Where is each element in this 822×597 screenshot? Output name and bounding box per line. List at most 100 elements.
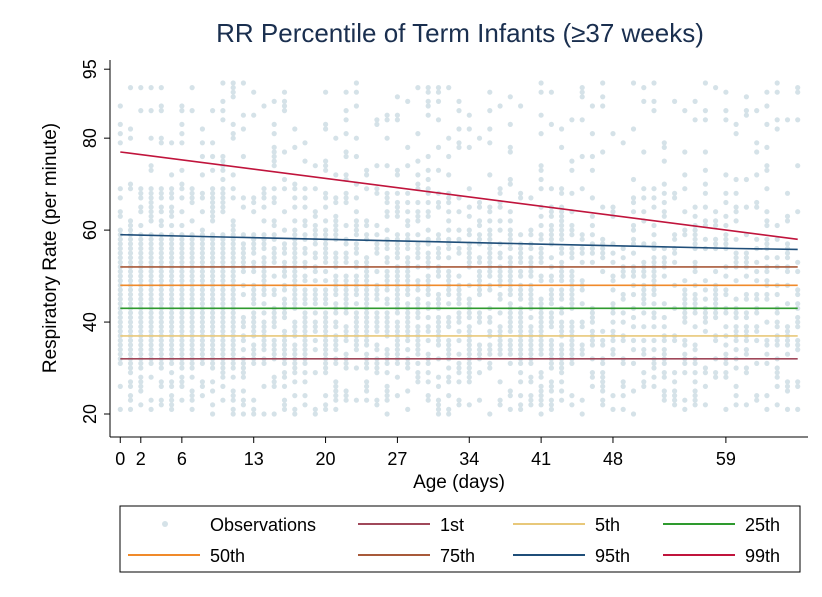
- x-axis-label: Age (days): [413, 472, 505, 493]
- observation-point: [641, 85, 647, 91]
- observation-point: [292, 411, 298, 417]
- observation-point: [323, 351, 329, 357]
- observation-point: [754, 337, 760, 344]
- observation-point: [271, 259, 277, 265]
- observation-point: [179, 374, 185, 380]
- observation-point: [559, 360, 565, 366]
- observation-point: [158, 140, 164, 146]
- observation-point: [271, 319, 277, 325]
- observation-point: [117, 186, 123, 192]
- observation-point: [415, 314, 421, 321]
- observation-point: [456, 287, 462, 293]
- observations-layer: [117, 80, 801, 417]
- observation-point: [384, 268, 390, 275]
- observation-point: [600, 255, 606, 261]
- observation-point: [343, 365, 349, 371]
- observation-point: [292, 250, 298, 256]
- observation-point: [394, 199, 400, 206]
- observation-point: [179, 108, 185, 114]
- observation-point: [620, 255, 626, 261]
- observation-point: [569, 301, 575, 307]
- observation-point: [702, 328, 709, 334]
- observation-point: [210, 347, 216, 353]
- observation-point: [220, 117, 226, 123]
- observation-point: [169, 328, 175, 334]
- observation-point: [323, 370, 329, 376]
- observation-point: [364, 278, 370, 284]
- observation-point: [446, 287, 452, 293]
- observation-point: [210, 153, 216, 160]
- observation-point: [323, 360, 329, 366]
- observation-point: [692, 291, 698, 298]
- observation-point: [476, 310, 483, 316]
- observation-point: [127, 245, 134, 252]
- observation-point: [323, 406, 329, 412]
- observation-point: [733, 314, 739, 321]
- observation-point: [230, 222, 236, 229]
- observation-point: [518, 379, 524, 385]
- observation-point: [169, 140, 175, 146]
- observation-point: [610, 406, 616, 412]
- observation-point: [743, 314, 750, 321]
- observation-point: [179, 379, 185, 385]
- observation-point: [569, 347, 575, 353]
- observation-point: [723, 360, 729, 366]
- observation-point: [713, 222, 719, 229]
- observation-point: [405, 328, 411, 334]
- observation-point: [754, 328, 760, 334]
- observation-point: [312, 310, 318, 316]
- observation-point: [600, 94, 606, 100]
- observation-point: [179, 291, 185, 298]
- observation-point: [271, 98, 277, 104]
- observation-point: [528, 195, 534, 201]
- observation-point: [446, 324, 452, 330]
- observation-point: [435, 319, 442, 325]
- observation-point: [702, 319, 709, 325]
- observation-point: [117, 140, 123, 146]
- observation-point: [538, 167, 544, 173]
- observation-point: [733, 337, 739, 344]
- observation-point: [220, 370, 226, 376]
- observation-point: [210, 342, 216, 348]
- observation-point: [292, 241, 298, 247]
- observation-point: [138, 342, 144, 348]
- observation-point: [189, 273, 195, 279]
- observation-point: [569, 222, 575, 229]
- observation-point: [795, 337, 801, 344]
- observation-point: [405, 232, 411, 238]
- observation-point: [353, 241, 359, 247]
- observation-point: [189, 278, 195, 284]
- observation-point: [620, 383, 626, 389]
- observation-point: [364, 218, 370, 224]
- observation-point: [199, 383, 205, 389]
- observation-point: [528, 347, 534, 353]
- observation-point: [364, 296, 370, 302]
- observation-point: [261, 291, 267, 298]
- observation-point: [487, 255, 493, 261]
- observation-point: [117, 103, 123, 109]
- observation-point: [292, 365, 298, 371]
- observation-point: [702, 117, 709, 123]
- observation-point: [364, 273, 370, 279]
- observation-point: [210, 259, 216, 265]
- observation-point: [384, 370, 390, 376]
- observation-point: [538, 236, 544, 242]
- observation-point: [559, 287, 565, 293]
- observation-point: [364, 255, 370, 261]
- observation-point: [323, 195, 329, 201]
- observation-point: [518, 351, 524, 357]
- observation-point: [220, 241, 226, 247]
- observation-point: [405, 190, 411, 196]
- observation-point: [374, 291, 380, 298]
- observation-point: [405, 222, 411, 229]
- observation-point: [312, 241, 318, 247]
- observation-point: [559, 227, 565, 233]
- observation-point: [251, 287, 257, 293]
- observation-point: [466, 112, 472, 118]
- observation-point: [435, 204, 442, 210]
- observation-point: [661, 301, 667, 307]
- observation-point: [127, 259, 134, 265]
- observation-point: [148, 108, 154, 114]
- observation-point: [271, 291, 277, 298]
